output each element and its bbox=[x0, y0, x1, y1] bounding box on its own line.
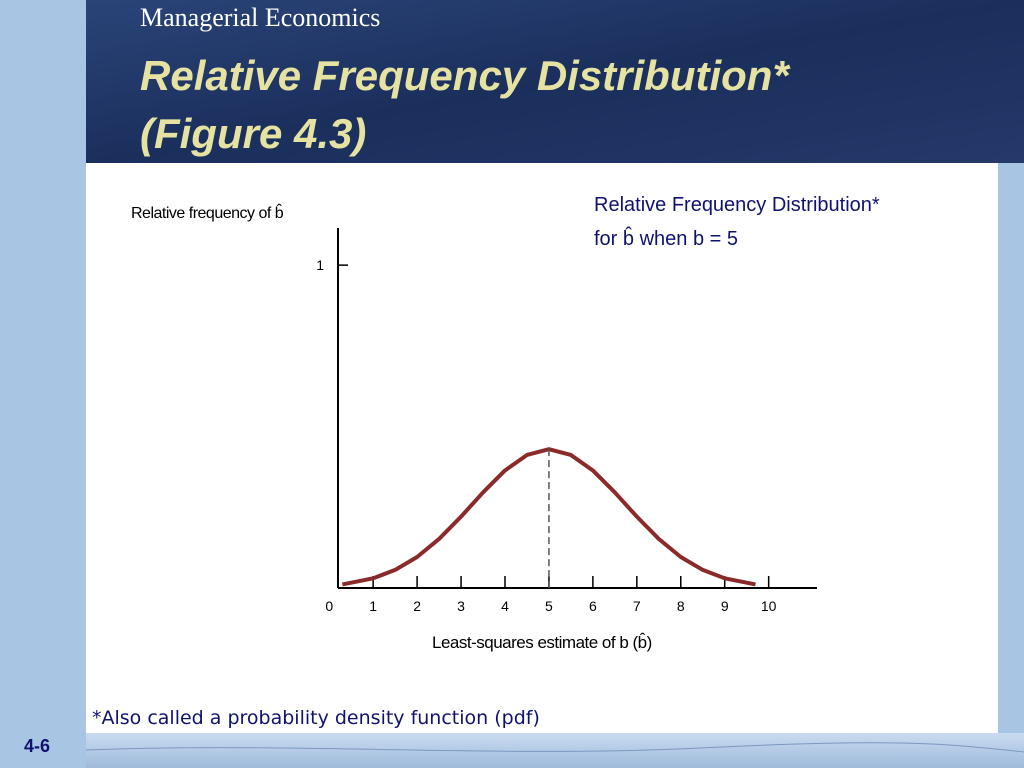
x-tick-label: 2 bbox=[413, 598, 421, 614]
x-axis-label: Least-squares estimate of b (b̂) bbox=[432, 632, 652, 652]
x-tick-label: 8 bbox=[677, 598, 685, 614]
footer-band bbox=[86, 733, 1024, 768]
course-name: Managerial Economics bbox=[140, 3, 380, 32]
x-tick-label: 7 bbox=[633, 598, 641, 614]
header-band bbox=[86, 0, 1024, 163]
x-tick-label: 4 bbox=[501, 598, 509, 614]
x-tick-label: 10 bbox=[761, 598, 777, 614]
y-tick-label: 1 bbox=[316, 257, 324, 273]
x-tick-label: 0 bbox=[325, 598, 333, 614]
x-tick-label: 6 bbox=[589, 598, 597, 614]
slide-title: Relative Frequency Distribution* bbox=[140, 52, 790, 99]
x-tick-label: 1 bbox=[369, 598, 377, 614]
footer-decoration bbox=[85, 742, 1024, 753]
x-tick-label: 9 bbox=[721, 598, 729, 614]
content-area bbox=[86, 163, 998, 733]
slide-title: (Figure 4.3) bbox=[140, 110, 366, 157]
footnote: *Also called a probability density funct… bbox=[92, 707, 540, 729]
x-tick-label: 3 bbox=[457, 598, 465, 614]
slide-number: 4-6 bbox=[24, 736, 50, 756]
plot: 10 1 2 3 4 5 6 7 8 9 10 bbox=[316, 228, 817, 614]
x-tick-label: 5 bbox=[545, 598, 553, 614]
chart-subtitle: for b̂ when b = 5 bbox=[594, 227, 738, 250]
chart-title: Relative Frequency Distribution* bbox=[594, 194, 880, 216]
y-axis-label: Relative frequency of b̂ bbox=[131, 202, 284, 222]
